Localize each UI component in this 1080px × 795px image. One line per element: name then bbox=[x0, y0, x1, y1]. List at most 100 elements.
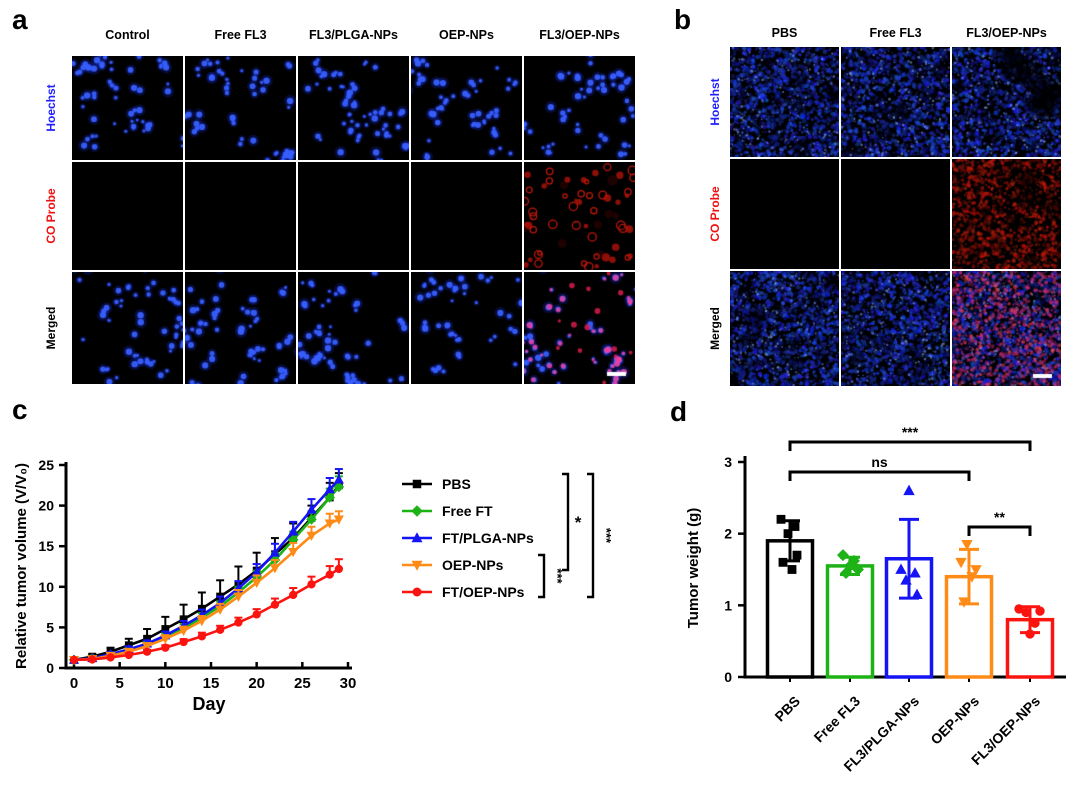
panel-b-row-label-merged: Merged bbox=[708, 307, 722, 350]
micrograph-b-co-probe-pbs bbox=[730, 159, 839, 269]
legend-label: FT/PLGA-NPs bbox=[442, 529, 534, 546]
panel-a-header-free-fl3: Free FL3 bbox=[214, 28, 267, 42]
micrograph-b-merged-pbs bbox=[730, 271, 839, 386]
micrograph-a-co-probe-fl3-plga-nps bbox=[298, 162, 409, 270]
series-ft-oep-nps bbox=[69, 558, 344, 665]
x-tick-label: 25 bbox=[294, 675, 311, 692]
legend-item-free-ft: Free FT bbox=[400, 497, 534, 524]
legend-label: OEP-NPs bbox=[442, 556, 504, 573]
micrograph-a-hoechst-free-fl3 bbox=[185, 56, 296, 160]
panel-b-row-label-co-probe: CO Probe bbox=[708, 186, 722, 242]
micrograph-a-merged-oep-nps bbox=[411, 272, 522, 384]
significance-label: * bbox=[575, 513, 582, 532]
y-axis-label: Tumor weight (g) bbox=[685, 508, 702, 629]
significance-label: *** bbox=[599, 528, 614, 544]
x-tick-label: 5 bbox=[115, 675, 123, 692]
bar-group-oep-nps bbox=[944, 539, 994, 682]
panel-a-header-fl3-plga-nps: FL3/PLGA-NPs bbox=[309, 28, 398, 42]
y-tick-label: 20 bbox=[38, 498, 54, 514]
legend-marker-pbs bbox=[402, 479, 432, 488]
y-tick-label: 2 bbox=[724, 526, 732, 542]
significance-label: ns bbox=[871, 454, 888, 470]
x-category-label: PBS bbox=[771, 693, 803, 725]
significance-bracket bbox=[538, 553, 546, 599]
panel-b-header-fl3-oep-nps: FL3/OEP-NPs bbox=[966, 26, 1047, 40]
x-tick-label: 0 bbox=[70, 675, 78, 692]
panel-a-row-label-co-probe: CO Probe bbox=[44, 188, 58, 244]
x-category-label: Free FL3 bbox=[811, 693, 864, 746]
panel-b-row-label-hoechst: Hoechst bbox=[708, 78, 722, 126]
legend-item-oep-nps: OEP-NPs bbox=[400, 551, 534, 578]
y-tick-label: 1 bbox=[724, 597, 732, 613]
micrograph-b-hoechst-fl3-oep-nps bbox=[952, 47, 1061, 157]
micrograph-b-co-probe-fl3-oep-nps bbox=[952, 159, 1061, 269]
micrograph-a-co-probe-free-fl3 bbox=[185, 162, 296, 270]
micrograph-a-hoechst-oep-nps bbox=[411, 56, 522, 160]
legend-item-pbs: PBS bbox=[400, 470, 534, 497]
y-tick-label: 3 bbox=[724, 454, 732, 470]
series-oep-nps bbox=[68, 510, 344, 666]
micrograph-b-merged-free-fl3 bbox=[841, 271, 950, 386]
bar-free-fl3 bbox=[825, 564, 875, 679]
x-tick-label: 10 bbox=[157, 675, 174, 692]
x-axis-label: Day bbox=[192, 694, 225, 714]
bar-group-pbs bbox=[765, 514, 815, 682]
micrograph-b-co-probe-free-fl3 bbox=[841, 159, 950, 269]
significance-bracket bbox=[967, 525, 1032, 536]
micrograph-a-hoechst-fl3-plga-nps bbox=[298, 56, 409, 160]
y-tick-label: 25 bbox=[38, 457, 54, 473]
micrograph-a-hoechst-control bbox=[72, 56, 183, 160]
legend-marker-ft-plga-nps bbox=[402, 531, 432, 542]
y-tick-label: 10 bbox=[38, 579, 54, 595]
panel-a-label: a bbox=[12, 4, 28, 35]
panel-a-header-oep-nps: OEP-NPs bbox=[439, 28, 494, 42]
legend-label: Free FT bbox=[442, 502, 493, 519]
panel-a-header-fl3-oep-nps: FL3/OEP-NPs bbox=[539, 28, 620, 42]
x-category-label: OEP-NPs bbox=[927, 693, 982, 748]
y-tick-label: 0 bbox=[46, 660, 54, 676]
significance-bracket bbox=[788, 440, 1032, 451]
significance-bracket bbox=[587, 472, 595, 599]
bar-group-fl3-plga-nps bbox=[884, 484, 934, 682]
legend-marker-free-ft bbox=[402, 504, 432, 517]
micrograph-a-hoechst-fl3-oep-nps bbox=[524, 56, 635, 160]
series-free-ft bbox=[68, 475, 345, 666]
bar-pbs bbox=[765, 539, 815, 679]
y-tick-label: 5 bbox=[46, 619, 54, 635]
panel-b-label: b bbox=[674, 4, 692, 35]
x-tick-label: 15 bbox=[203, 675, 220, 692]
micrograph-a-co-probe-fl3-oep-nps bbox=[524, 162, 635, 270]
micrograph-a-merged-fl3-oep-nps bbox=[524, 272, 635, 384]
panel-d-label: d bbox=[670, 396, 688, 427]
tumor-volume-legend: PBS Free FT FT/PLGA-NPs OEP-NPs FT/OEP-NPs bbox=[400, 470, 534, 605]
micrograph-a-merged-fl3-plga-nps bbox=[298, 272, 409, 384]
x-tick-label: 20 bbox=[248, 675, 265, 692]
significance-label: *** bbox=[902, 424, 919, 440]
legend-item-ft-plga-nps: FT/PLGA-NPs bbox=[400, 524, 534, 551]
significance-bracket bbox=[562, 472, 570, 572]
significance-bracket bbox=[788, 470, 971, 481]
panel-b-header-free-fl3: Free FL3 bbox=[869, 26, 922, 40]
legend-label: PBS bbox=[442, 475, 471, 492]
panel-a-row-label-hoechst: Hoechst bbox=[44, 84, 58, 132]
panel-a-header-control: Control bbox=[105, 28, 150, 42]
significance-label: ** bbox=[994, 509, 1005, 525]
micrograph-a-merged-free-fl3 bbox=[185, 272, 296, 384]
tumor-volume-line-chart: 0 5 10 15 20 25 0 5 10 15 20 25 30 Day Relative tumor … bbox=[13, 457, 614, 714]
legend-item-ft-oep-nps: FT/OEP-NPs bbox=[400, 578, 534, 605]
legend-label: FT/OEP-NPs bbox=[442, 583, 525, 600]
micrograph-b-merged-fl3-oep-nps bbox=[952, 271, 1061, 386]
x-tick-label: 30 bbox=[340, 675, 357, 692]
panel-c-label: c bbox=[12, 394, 28, 425]
significance-label: *** bbox=[550, 568, 565, 584]
micrograph-a-merged-control bbox=[72, 272, 183, 384]
panel-b-header-pbs: PBS bbox=[771, 26, 798, 40]
y-axis-label: Relative tumor volume (V/V₀) bbox=[13, 463, 30, 669]
bar-group-free-fl3 bbox=[825, 549, 875, 682]
micrograph-b-hoechst-free-fl3 bbox=[841, 47, 950, 157]
micrograph-a-co-probe-oep-nps bbox=[411, 162, 522, 270]
bar-group-fl3-oep-nps bbox=[1005, 604, 1055, 682]
axes bbox=[64, 462, 352, 670]
